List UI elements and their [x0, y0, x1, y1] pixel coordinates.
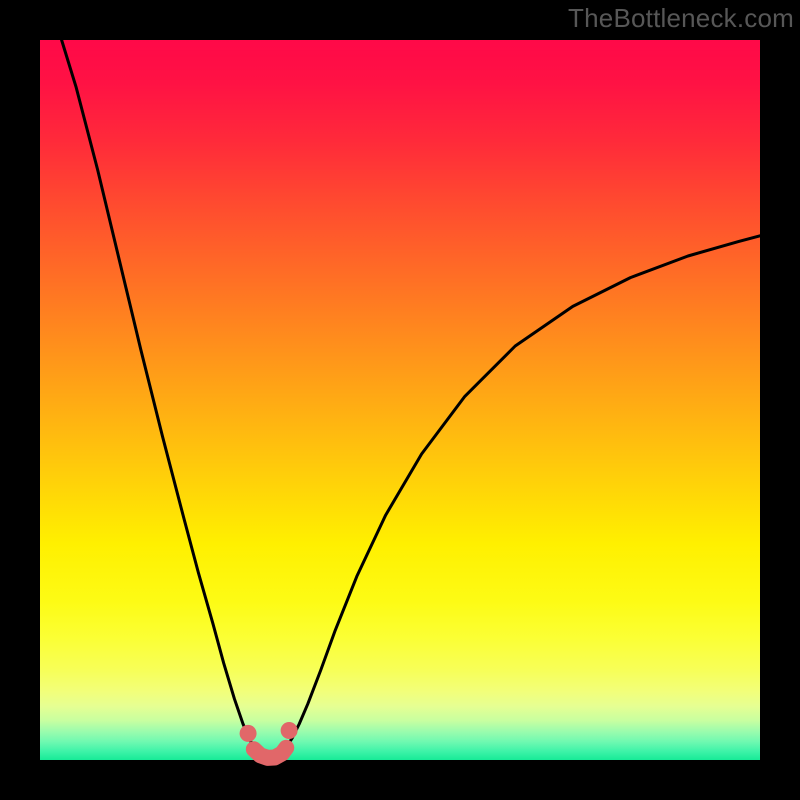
optimal-dot-0 — [240, 725, 257, 742]
plot-background — [40, 40, 760, 760]
chart-container: TheBottleneck.com — [0, 0, 800, 800]
optimal-dot-1 — [281, 722, 298, 739]
watermark-text: TheBottleneck.com — [568, 3, 794, 34]
bottleneck-chart — [0, 0, 800, 800]
